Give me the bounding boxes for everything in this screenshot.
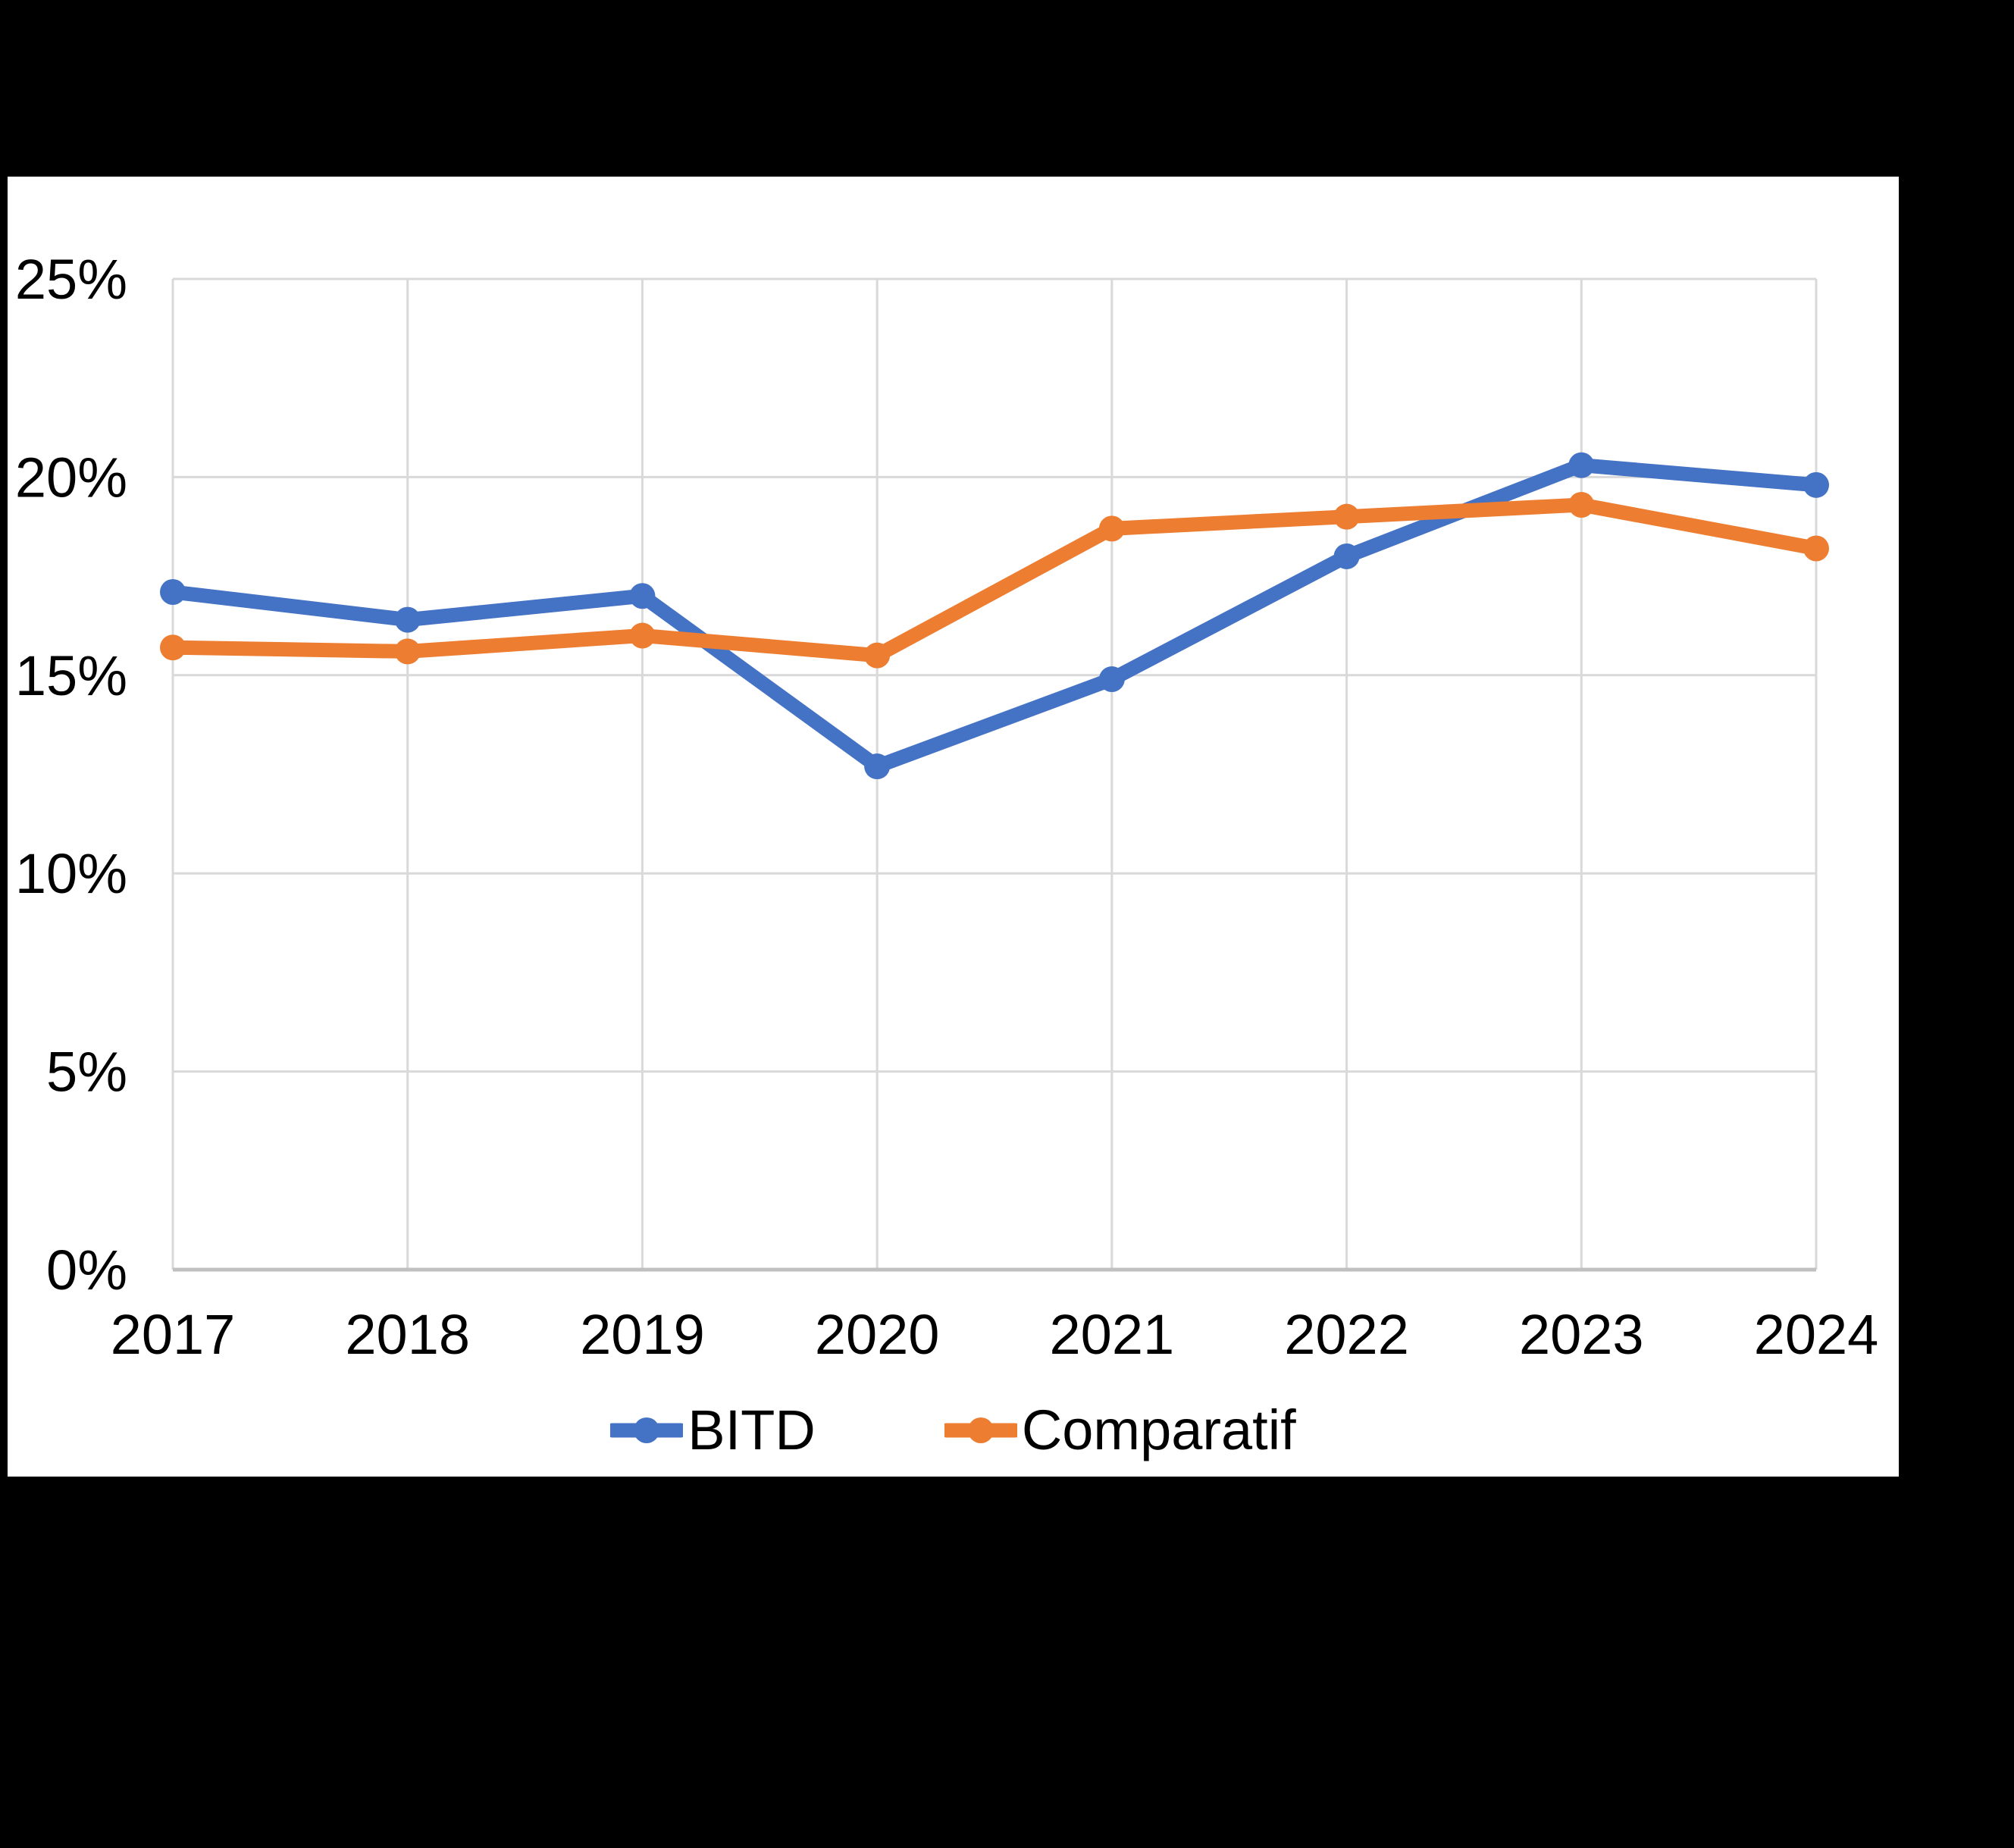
x-axis-tick-label: 2019 [580,1303,705,1366]
data-point-bitd-2023 [1568,452,1595,478]
y-axis-tick-label: 20% [15,446,127,509]
data-point-bitd-2019 [629,583,656,609]
data-point-comparatif-2019 [629,622,656,649]
y-axis-tick-label: 5% [46,1041,127,1104]
legend-label-bitd: BITD [688,1399,816,1461]
data-point-bitd-2022 [1333,543,1360,569]
data-point-comparatif-2021 [1098,515,1125,542]
y-axis-tick-label: 0% [46,1239,127,1301]
data-point-bitd-2024 [1803,471,1829,498]
y-axis-tick-label: 15% [15,644,127,707]
data-point-bitd-2018 [394,606,421,633]
data-point-comparatif-2017 [160,634,186,661]
x-axis-tick-label: 2023 [1519,1303,1644,1366]
data-point-comparatif-2022 [1333,503,1360,530]
legend-label-comparatif: Comparatif [1021,1399,1296,1461]
legend-item-comparatif: Comparatif [944,1402,1296,1458]
data-point-comparatif-2018 [394,638,421,665]
legend-marker-icon-comparatif [944,1417,1017,1443]
y-axis-tick-label: 25% [15,248,127,311]
x-axis-tick-label: 2021 [1050,1303,1175,1366]
x-axis-tick-label: 2020 [815,1303,940,1366]
legend-item-bitd: BITD [610,1402,816,1458]
chart-surface: 0% 5% 10% 15% 20% 25% 2017 2018 2019 2020 2021 2022… [8,177,1899,1477]
data-point-bitd-2017 [160,579,186,606]
data-point-bitd-2021 [1098,666,1125,693]
series-line-bitd [165,458,1824,774]
data-point-comparatif-2023 [1568,491,1595,518]
x-axis-tick-label: 2024 [1754,1303,1879,1366]
y-axis-tick-label: 10% [15,842,127,905]
line-chart-plot: 0% 5% 10% 15% 20% 25% 2017 2018 2019 2020 2021 2022… [15,248,1879,1366]
series-line-comparatif [165,497,1824,663]
data-point-bitd-2020 [864,753,891,780]
x-axis-tick-label: 2018 [345,1303,470,1366]
x-axis-tick-label: 2022 [1284,1303,1409,1366]
data-point-comparatif-2020 [864,642,891,669]
x-axis-tick-label: 2017 [111,1303,236,1366]
chart-legend: BITD Comparatif [8,1395,1899,1465]
data-point-comparatif-2024 [1803,535,1829,562]
legend-marker-icon-bitd [610,1417,684,1443]
